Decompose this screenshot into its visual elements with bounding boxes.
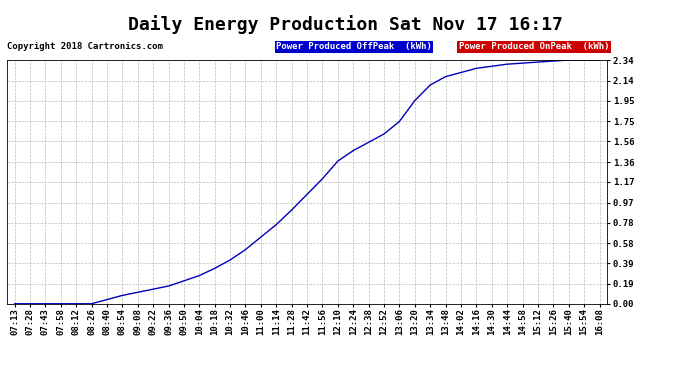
Text: Daily Energy Production Sat Nov 17 16:17: Daily Energy Production Sat Nov 17 16:17: [128, 15, 562, 34]
Text: Power Produced OnPeak  (kWh): Power Produced OnPeak (kWh): [459, 42, 609, 51]
Text: Copyright 2018 Cartronics.com: Copyright 2018 Cartronics.com: [7, 42, 163, 51]
Text: Power Produced OffPeak  (kWh): Power Produced OffPeak (kWh): [276, 42, 432, 51]
